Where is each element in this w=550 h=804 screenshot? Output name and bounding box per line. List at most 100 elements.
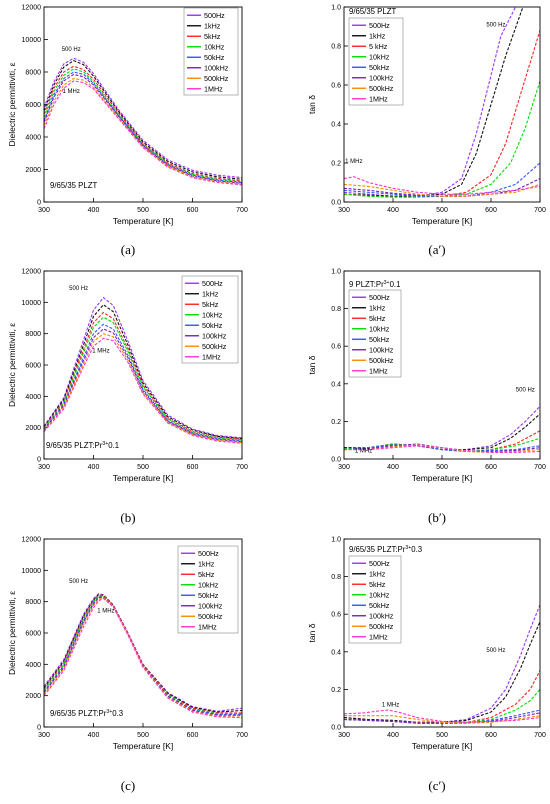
- series-line-500kHz: [44, 333, 242, 444]
- legend-label: 500kHz: [202, 342, 227, 351]
- x-axis-title: Temperature [K]: [412, 741, 472, 751]
- series-line-1kHz: [44, 594, 242, 713]
- x-axis-title: Temperature [K]: [412, 216, 472, 226]
- legend-label: 50kHz: [369, 63, 390, 72]
- y-tick-label: 12000: [22, 5, 42, 12]
- legend-label: 1kHz: [198, 559, 215, 568]
- panel-caption: (b′): [428, 510, 446, 525]
- x-tick-label: 500: [137, 207, 149, 214]
- annotation-label: 1 MHz: [345, 159, 362, 165]
- y-tick-label: 0.8: [331, 306, 341, 313]
- sample-label-suffix: 0.3: [411, 545, 422, 554]
- sample-label-superscript: 3+: [106, 709, 112, 715]
- y-tick-label: 4000: [25, 394, 41, 401]
- y-axis-title: Dielectric permittiviti, ε: [7, 62, 17, 146]
- x-tick-label: 700: [534, 732, 546, 739]
- legend-label: 500kHz: [369, 356, 394, 365]
- y-tick-label: 0.8: [331, 44, 341, 51]
- plot-frame: [43, 6, 243, 203]
- x-tick-label: 700: [236, 207, 248, 214]
- y-tick-label: 0.4: [331, 381, 341, 388]
- legend-box: [348, 289, 402, 378]
- legend-box: [348, 555, 402, 644]
- y-tick-label: 8000: [25, 599, 41, 606]
- series-group: [44, 57, 242, 186]
- y-tick-label: 0.2: [331, 419, 341, 426]
- y-tick-label: 1.0: [331, 269, 341, 276]
- panel-caption: (c′): [428, 778, 445, 793]
- legend-label: 500Hz: [369, 21, 390, 30]
- y-tick-label: 0.8: [331, 574, 341, 581]
- sample-label-superscript: 3+: [384, 280, 390, 286]
- plot-frame: [43, 538, 243, 728]
- chart-panel-c2: 300 400 500 600 700 0.0 0.2 0.4 0.6 0.8 1.0 Tempera…: [307, 537, 546, 794]
- series-line-5kHz: [44, 65, 242, 182]
- x-tick-label: 500: [137, 464, 149, 471]
- legend-label: 50kHz: [369, 601, 390, 610]
- panel-caption: (b): [120, 510, 135, 525]
- x-tick-label: 600: [187, 464, 199, 471]
- y-tick-label: 2000: [25, 167, 41, 174]
- legend-label: 1MHz: [369, 94, 388, 103]
- annotation-label: 500 Hz: [486, 23, 505, 29]
- y-axis-title: tan δ: [307, 355, 317, 374]
- sample-label: 9/65/35 PLZT:Pr3+0.3: [50, 709, 123, 718]
- series-line-10kHz: [44, 68, 242, 183]
- x-tick-label: 400: [387, 464, 399, 471]
- series-group: [44, 593, 242, 719]
- legend-label: 1MHz: [202, 352, 221, 361]
- legend-label: 10kHz: [369, 52, 390, 61]
- annotation-label: 1 MHz: [92, 348, 109, 354]
- y-tick-label: 0.0: [331, 457, 341, 464]
- x-tick-label: 400: [88, 207, 100, 214]
- legend-label: 50kHz: [202, 321, 223, 330]
- series-line-1MHz: [44, 597, 242, 719]
- series-line-1MHz: [344, 176, 540, 195]
- annotation-label: 500 Hz: [486, 648, 505, 654]
- x-tick-label: 500: [436, 464, 448, 471]
- legend-label: 50kHz: [204, 53, 225, 62]
- legend-label: 1kHz: [202, 289, 219, 298]
- annotation-label: 500 Hz: [516, 387, 535, 393]
- series-line-1MHz: [344, 709, 540, 723]
- series-line-500Hz: [344, 7, 516, 197]
- x-tick-label: 400: [387, 207, 399, 214]
- y-tick-label: 6000: [25, 631, 41, 638]
- y-tick-label: 2000: [25, 425, 41, 432]
- legend-label: 5 kHz: [369, 42, 388, 51]
- y-tick-label: 0.6: [331, 344, 341, 351]
- legend-label: 100kHz: [204, 63, 229, 72]
- panel-caption: (a): [121, 242, 135, 257]
- x-tick-label: 500: [436, 207, 448, 214]
- legend-label: 5kHz: [369, 580, 386, 589]
- legend-label: 1MHz: [369, 366, 388, 375]
- legend-label: 10kHz: [369, 324, 390, 333]
- sample-label: 9/65/35 PLZT: [349, 7, 396, 16]
- sample-label-main: 9/65/35 PLZT:Pr: [50, 709, 107, 718]
- series-line-500Hz: [44, 57, 242, 179]
- x-tick-label: 700: [236, 464, 248, 471]
- sample-label: 9/65/35 PLZT: [50, 181, 97, 190]
- legend-label: 1MHz: [204, 84, 223, 93]
- panel-caption: (c): [121, 778, 135, 793]
- y-tick-label: 4000: [25, 135, 41, 142]
- sample-label: 9 PLZT:Pr3+0.1: [349, 280, 400, 289]
- y-tick-label: 0.4: [331, 649, 341, 656]
- chart-panel-c: 300 400 500 600 700 0 2000 4000 6000 8000 10000 120…: [7, 537, 248, 794]
- y-tick-label: 0.6: [331, 612, 341, 619]
- legend-label: 1kHz: [204, 21, 221, 30]
- legend-label: 500Hz: [369, 293, 390, 302]
- series-group: [344, 7, 540, 198]
- x-tick-label: 600: [187, 207, 199, 214]
- x-tick-label: 700: [236, 732, 248, 739]
- legend-label: 1kHz: [369, 569, 386, 578]
- chart-panel-a: 300 400 500 600 700 0 2000 4000 6000 8000 10000 120…: [7, 5, 248, 258]
- legend-label: 1MHz: [198, 622, 217, 631]
- series-line-10kHz: [344, 689, 540, 724]
- series-line-50kHz: [44, 323, 242, 442]
- annotation-label: 1 MHz: [63, 89, 80, 95]
- sample-label-suffix: 0.1: [108, 441, 119, 450]
- legend-label: 5kHz: [202, 300, 219, 309]
